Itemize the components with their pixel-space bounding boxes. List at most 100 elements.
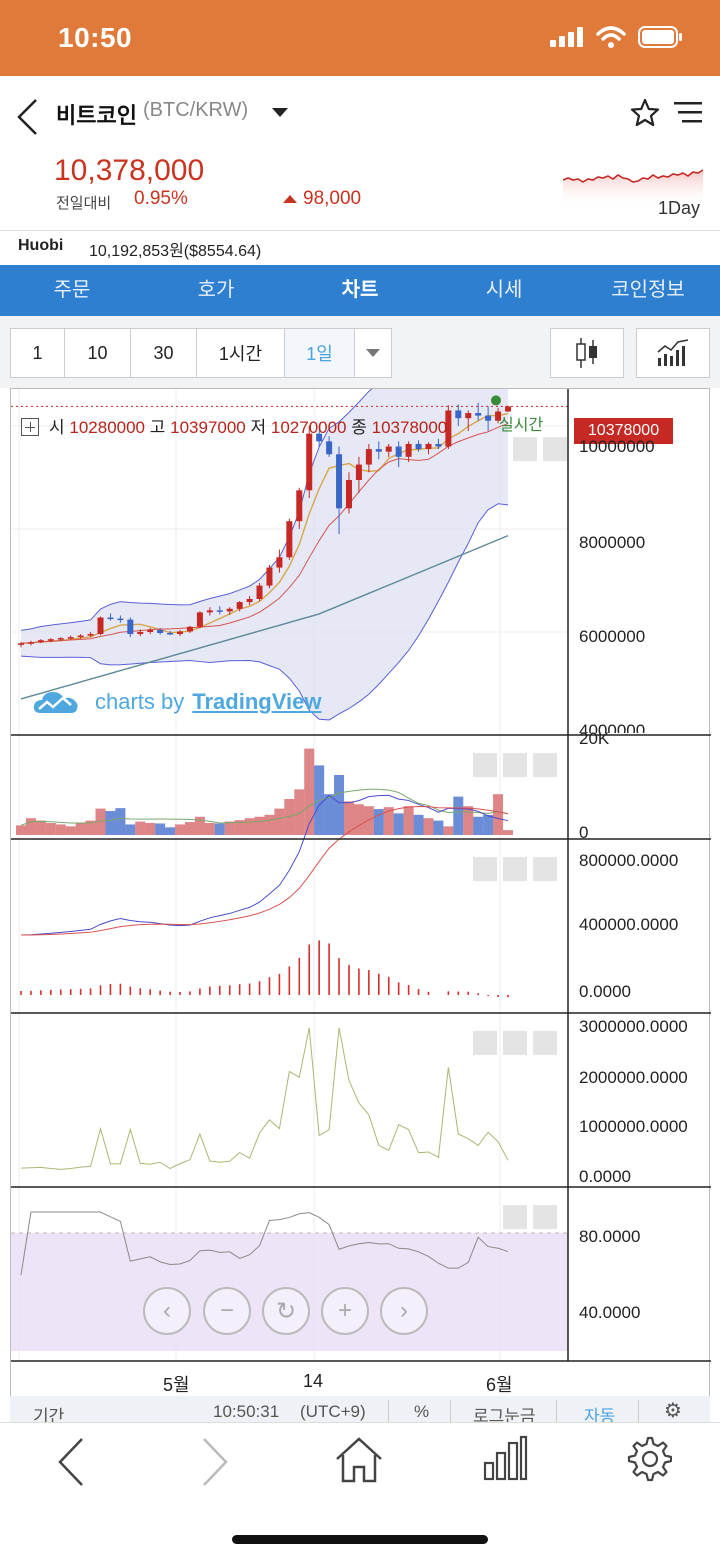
- minus-icon: −: [219, 1297, 234, 1324]
- day-sparkline[interactable]: [563, 162, 703, 208]
- up-triangle-icon: [283, 194, 297, 203]
- bollinger-band-area: [21, 389, 508, 720]
- chevron-down-icon: [366, 349, 380, 357]
- divider: [388, 1400, 389, 1422]
- candle-body: [246, 599, 253, 603]
- scroll-left-button[interactable]: ‹: [143, 1287, 191, 1335]
- pane-up-arrow-icon[interactable]: [503, 1205, 527, 1229]
- volume-bar: [194, 816, 205, 835]
- pane-maximize-arrow-icon[interactable]: [533, 1205, 557, 1229]
- coin-pair[interactable]: (BTC/KRW): [143, 99, 249, 121]
- pane-maximize-arrow-icon[interactable]: [533, 1031, 557, 1055]
- volume-bar: [463, 806, 474, 835]
- interval-more-button[interactable]: [355, 329, 391, 377]
- pane-down-arrow-icon[interactable]: [503, 753, 527, 777]
- tab-coin-info[interactable]: 코인정보: [611, 279, 685, 301]
- candle-body: [147, 629, 154, 632]
- pane-up-arrow-icon[interactable]: [473, 1031, 497, 1055]
- nav-settings-gear-icon[interactable]: [624, 1435, 672, 1483]
- favorite-star-icon[interactable]: [630, 98, 660, 128]
- interval-10-button[interactable]: 10: [65, 329, 131, 377]
- pane-down-arrow-icon[interactable]: [503, 857, 527, 881]
- pane-up-arrow-icon[interactable]: [473, 753, 497, 777]
- open-label: 시: [49, 418, 65, 437]
- chart-type-button[interactable]: [550, 328, 624, 378]
- candle-body: [505, 406, 511, 412]
- tab-market[interactable]: 시세: [485, 279, 523, 301]
- candle-body: [375, 449, 382, 452]
- candle-body: [306, 433, 313, 491]
- bollinger-lower-line: [20, 503, 509, 721]
- interval-1h-button[interactable]: 1시간: [197, 329, 285, 377]
- tab-order[interactable]: 주문: [53, 279, 91, 301]
- period-button[interactable]: 기간: [33, 1407, 65, 1426]
- auto-scale-button[interactable]: 자동: [584, 1407, 616, 1426]
- volume-bar: [244, 818, 255, 835]
- candle-body: [286, 521, 293, 558]
- volume-bar: [453, 796, 464, 835]
- realtime-dot: [491, 395, 501, 406]
- tab-chart[interactable]: 차트: [341, 279, 379, 301]
- low-label: 저: [250, 418, 267, 437]
- chart-canvas[interactable]: [11, 389, 711, 1423]
- nav-forward-icon[interactable]: [198, 1435, 232, 1489]
- timezone-label[interactable]: (UTC+9): [300, 1402, 366, 1421]
- volume-ma-line: [20, 788, 509, 826]
- tradingview-credit[interactable]: charts by TradingView: [33, 689, 321, 715]
- interval-1-button[interactable]: 1: [11, 329, 65, 377]
- indicators-button[interactable]: [636, 328, 710, 378]
- volume-bar: [443, 826, 454, 835]
- volume-bar: [16, 825, 26, 835]
- percent-scale-button[interactable]: %: [414, 1402, 430, 1421]
- rsi-axis-tick: 40.0000: [579, 1303, 641, 1322]
- candle-body: [157, 629, 164, 633]
- status-icons: [550, 26, 684, 48]
- pane-down-arrow-icon[interactable]: [503, 1031, 527, 1055]
- nav-back-icon[interactable]: [54, 1435, 88, 1489]
- interval-30-button[interactable]: 30: [131, 329, 197, 377]
- chart-settings-gear-icon[interactable]: ⚙: [664, 1400, 682, 1422]
- scroll-right-button[interactable]: ›: [380, 1287, 428, 1335]
- last-price-tag: 10378000: [574, 418, 673, 444]
- candle-body: [415, 443, 422, 450]
- pane-maximize-arrow-icon[interactable]: [533, 753, 557, 777]
- volume-bar: [473, 816, 484, 835]
- chart-container[interactable]: 시 10280000 고 10397000 저 10270000 종 10378…: [10, 388, 711, 1423]
- interval-1d-button[interactable]: 1일: [285, 329, 355, 377]
- volume-bar: [65, 826, 76, 835]
- pane-maximize-arrow-icon[interactable]: [533, 857, 557, 881]
- candle-body: [177, 631, 184, 635]
- pane-down-arrow-icon[interactable]: [513, 437, 537, 461]
- nav-chart-icon[interactable]: [482, 1435, 528, 1481]
- oscillator-line: [20, 1027, 509, 1170]
- menu-icon[interactable]: [674, 100, 704, 126]
- home-indicator: [232, 1535, 488, 1544]
- zoom-out-button[interactable]: −: [203, 1287, 251, 1335]
- volume-bar: [324, 794, 335, 835]
- tab-orderbook[interactable]: 호가: [197, 279, 235, 301]
- exchange-row: Huobi 10,192,853원($8554.64): [0, 230, 720, 264]
- reset-button[interactable]: ↻: [262, 1287, 310, 1335]
- volume-axis-tick: 0: [579, 823, 589, 842]
- volume-bar: [234, 820, 245, 835]
- coin-dropdown-icon[interactable]: [272, 108, 288, 117]
- refresh-icon: ↻: [275, 1297, 297, 1325]
- price-axis-tick: 4000000: [579, 721, 646, 733]
- chevron-left-icon: ‹: [163, 1297, 171, 1324]
- candle-body: [196, 612, 203, 627]
- tv-credit-brand[interactable]: TradingView: [192, 689, 322, 714]
- nav-home-icon[interactable]: [334, 1435, 384, 1485]
- volume-bar: [353, 804, 364, 835]
- pane-up-arrow-icon[interactable]: [473, 857, 497, 881]
- candle-body: [336, 454, 343, 509]
- candle-body: [296, 490, 303, 522]
- expand-legend-icon[interactable]: [21, 418, 39, 436]
- coin-name[interactable]: 비트코인: [56, 103, 137, 128]
- pane-maximize-arrow-icon[interactable]: [543, 437, 567, 461]
- candle-body: [67, 637, 74, 639]
- back-arrow-icon[interactable]: [14, 98, 40, 136]
- header: 비트코인 (BTC/KRW): [0, 76, 720, 148]
- zoom-in-button[interactable]: +: [321, 1287, 369, 1335]
- log-scale-button[interactable]: 로그눈금: [473, 1407, 536, 1426]
- rsi-axis-tick: 80.0000: [579, 1227, 641, 1246]
